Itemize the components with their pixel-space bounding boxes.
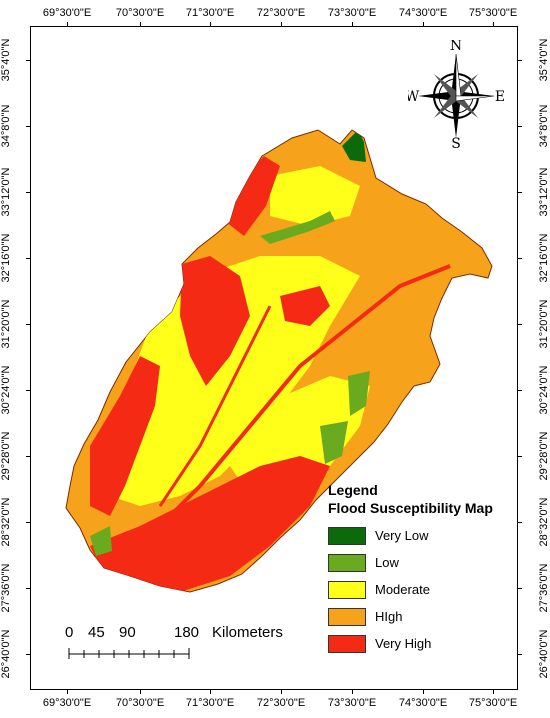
legend-label: Very High	[375, 636, 432, 651]
bottom-lon-label: 71°30'0"E	[185, 697, 235, 709]
graticule-tick	[26, 654, 30, 655]
graticule-tick	[26, 456, 30, 457]
graticule-tick	[518, 126, 522, 127]
graticule-tick	[139, 690, 141, 694]
graticule-tick	[26, 588, 30, 589]
scale-tick-90: 90	[119, 624, 136, 641]
legend-label: Low	[375, 555, 399, 570]
top-lon-label: 73°30'0"E	[327, 7, 377, 19]
compass-w-label: W	[408, 89, 420, 105]
bottom-lon-label: 69°30'0"E	[42, 697, 92, 709]
graticule-tick	[518, 588, 522, 589]
graticule-tick	[492, 690, 494, 694]
compass-e-label: E	[495, 89, 504, 105]
graticule-tick	[351, 22, 353, 26]
scale-tick-45: 45	[88, 624, 105, 641]
graticule-tick	[492, 22, 494, 26]
graticule-tick	[280, 22, 282, 26]
graticule-tick	[422, 690, 424, 694]
scale-tick-0: 0	[65, 624, 74, 641]
graticule-tick	[26, 192, 30, 193]
graticule-tick	[26, 324, 30, 325]
graticule-tick	[66, 690, 68, 694]
scale-bar-graphic	[68, 648, 190, 659]
graticule-tick	[26, 522, 30, 523]
bottom-lon-label: 72°30'0"E	[256, 697, 306, 709]
graticule-tick	[26, 126, 30, 127]
bottom-lon-label: 74°30'0"E	[398, 697, 448, 709]
graticule-tick	[26, 390, 30, 391]
top-lon-label: 75°30'0"E	[468, 7, 518, 19]
graticule-tick	[518, 324, 522, 325]
compass-s-label: S	[451, 136, 461, 150]
graticule-tick	[518, 192, 522, 193]
graticule-tick	[209, 690, 211, 694]
scale-unit: Kilometers	[212, 624, 283, 641]
legend-swatch	[328, 527, 366, 545]
legend-swatch	[328, 581, 366, 599]
graticule-tick	[518, 654, 522, 655]
graticule-tick	[209, 22, 211, 26]
top-lon-label: 74°30'0"E	[398, 7, 448, 19]
left-lat-label: 26°40'0"N	[0, 629, 12, 679]
graticule-tick	[280, 690, 282, 694]
graticule-tick	[518, 522, 522, 523]
legend-label: Moderate	[375, 582, 430, 597]
graticule-tick	[518, 390, 522, 391]
top-lon-label: 71°30'0"E	[185, 7, 235, 19]
graticule-tick	[26, 60, 30, 61]
map-legend: Legend Flood Susceptibility Map Very Low…	[328, 481, 528, 653]
graticule-tick	[422, 22, 424, 26]
top-lon-label: 69°30'0"E	[42, 7, 92, 19]
legend-swatch	[328, 635, 366, 653]
legend-heading: Legend	[328, 482, 378, 498]
north-arrow-compass: N S E W	[408, 40, 504, 150]
legend-swatch	[328, 608, 366, 626]
bottom-lon-label: 70°30'0"E	[115, 697, 165, 709]
compass-n-label: N	[450, 40, 462, 54]
graticule-tick	[26, 258, 30, 259]
flood-susceptibility-map	[65, 129, 493, 593]
legend-label: Very Low	[375, 528, 429, 543]
scale-bar: 0 45 90 180 Kilometers	[62, 624, 322, 666]
graticule-tick	[518, 258, 522, 259]
scale-tick-180: 180	[174, 624, 200, 641]
bottom-lon-label: 75°30'0"E	[468, 697, 518, 709]
graticule-tick	[66, 22, 68, 26]
legend-swatch	[328, 554, 366, 572]
graticule-tick	[518, 60, 522, 61]
legend-subheading: Flood Susceptibility Map	[328, 500, 493, 516]
right-lat-label: 26°40'0"N	[538, 629, 550, 679]
susceptibility-zones	[90, 130, 451, 592]
top-lon-label: 72°30'0"E	[256, 7, 306, 19]
top-lon-label: 70°30'0"E	[115, 7, 165, 19]
graticule-tick	[139, 22, 141, 26]
graticule-tick	[518, 456, 522, 457]
bottom-lon-label: 73°30'0"E	[327, 697, 377, 709]
legend-label: HIgh	[375, 609, 403, 624]
graticule-tick	[351, 690, 353, 694]
